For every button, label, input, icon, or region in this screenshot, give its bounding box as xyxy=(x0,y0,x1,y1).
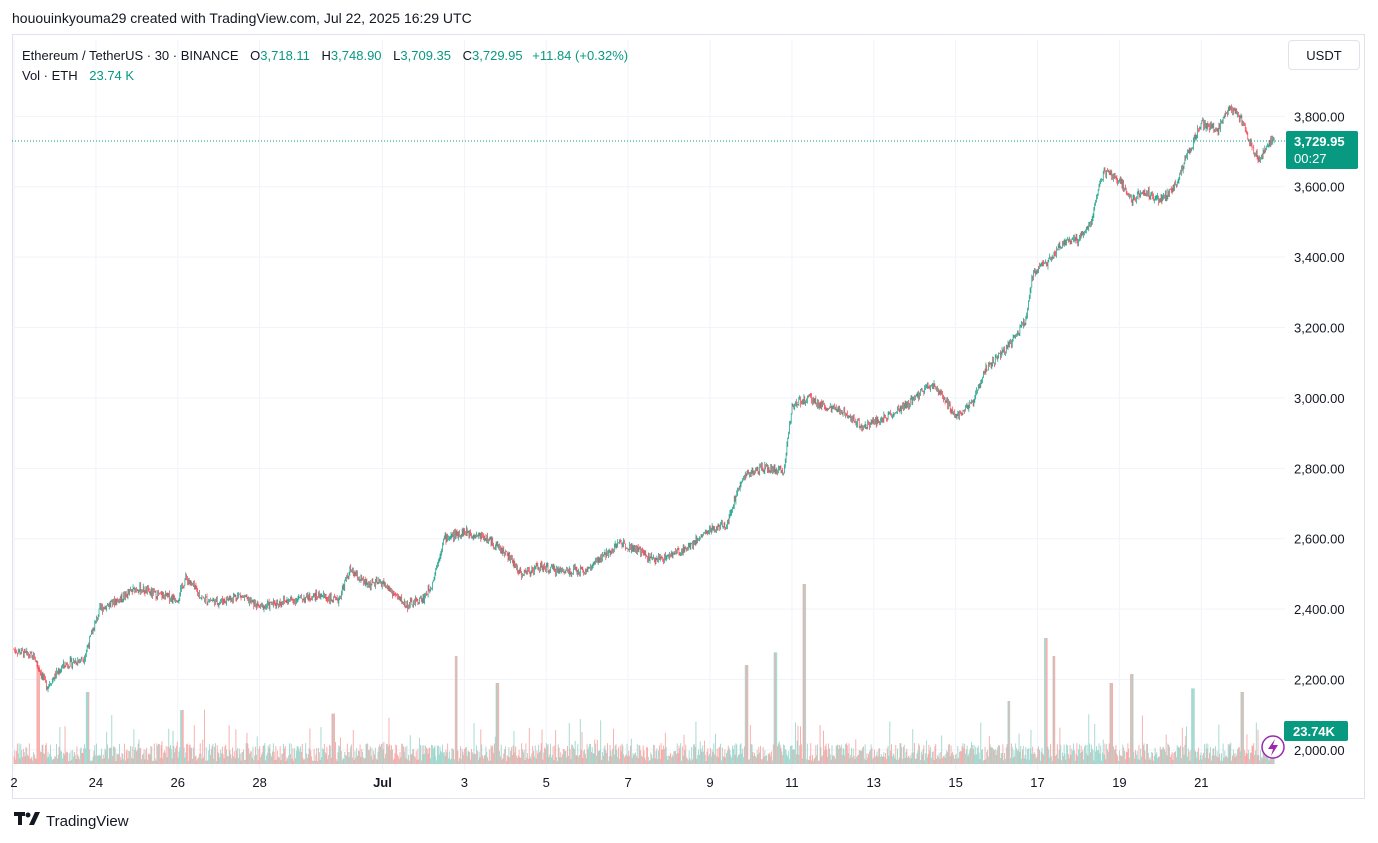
tradingview-logo-icon xyxy=(14,812,40,830)
price-tick-label: 3,000.00 xyxy=(1294,391,1345,406)
volume-badge: 23.74K xyxy=(1284,721,1348,741)
high-value: 3,748.90 xyxy=(330,48,382,63)
time-tick-label: 13 xyxy=(867,775,881,790)
high-label: H xyxy=(321,48,331,63)
price-tick-label: 2,200.00 xyxy=(1294,673,1345,688)
time-tick-label: 19 xyxy=(1112,775,1126,790)
change-value: +11.84 (+0.32%) xyxy=(532,48,629,63)
countdown-label: 00:27 xyxy=(1294,151,1327,166)
price-axis: 2,000.00 2,200.00 2,400.00 2,600.00 2,800.00… xyxy=(1294,109,1345,758)
price-tick-label: 2,000.00 xyxy=(1294,743,1345,758)
price-tick-label: 2,800.00 xyxy=(1294,461,1345,476)
time-tick-label: 17 xyxy=(1030,775,1044,790)
candles xyxy=(13,104,1275,693)
time-tick-label: 28 xyxy=(252,775,266,790)
brand-name: TradingView xyxy=(46,812,129,830)
close-label: C xyxy=(462,48,473,63)
time-tick-label: 7 xyxy=(625,775,632,790)
price-tick-label: 3,600.00 xyxy=(1294,180,1345,195)
time-tick-label: 9 xyxy=(706,775,713,790)
time-tick-label: 2 xyxy=(10,775,17,790)
price-tick-label: 3,200.00 xyxy=(1294,321,1345,336)
time-tick-label: 5 xyxy=(543,775,550,790)
close-value: 3,729.95 xyxy=(472,48,523,63)
last-price-badge: 3,729.95 00:27 xyxy=(1286,130,1358,169)
chart-legend: Ethereum / TetherUS · 30 · BINANCE O3,71… xyxy=(22,46,628,86)
time-axis: 2 24 26 28 Jul 3 5 7 9 11 13 15 17 19 21 xyxy=(10,775,1208,790)
chart-caption: hououinkyouma29 created with TradingView… xyxy=(12,10,472,26)
low-label: L xyxy=(393,48,401,63)
open-value: 3,718.11 xyxy=(260,48,310,63)
open-label: O xyxy=(250,48,261,63)
chart-frame xyxy=(12,34,1365,799)
time-tick-label: 24 xyxy=(89,775,103,790)
volume-bars xyxy=(13,584,1275,764)
last-price-label: 3,729.95 xyxy=(1294,134,1345,149)
bolt-icon[interactable] xyxy=(1261,735,1285,759)
volume-label[interactable]: Vol · ETH xyxy=(22,68,78,83)
tradingview-brand[interactable]: TradingView xyxy=(14,812,129,830)
time-tick-label: 3 xyxy=(461,775,468,790)
symbol-label[interactable]: Ethereum / TetherUS · 30 · BINANCE xyxy=(22,48,239,63)
price-tick-label: 3,800.00 xyxy=(1294,109,1345,124)
price-tick-label: 2,600.00 xyxy=(1294,532,1345,547)
time-tick-label: 15 xyxy=(948,775,962,790)
currency-button[interactable]: USDT xyxy=(1288,40,1360,70)
time-tick-label: 26 xyxy=(171,775,185,790)
last-volume-label: 23.74K xyxy=(1293,724,1336,739)
low-value: 3,709.35 xyxy=(400,48,451,63)
time-tick-label: Jul xyxy=(373,775,392,790)
price-tick-label: 2,400.00 xyxy=(1294,602,1345,617)
time-tick-label: 11 xyxy=(785,775,799,790)
price-tick-label: 3,400.00 xyxy=(1294,250,1345,265)
grid-lines xyxy=(12,40,1285,770)
time-tick-label: 21 xyxy=(1194,775,1208,790)
volume-value: 23.74 K xyxy=(89,68,135,83)
